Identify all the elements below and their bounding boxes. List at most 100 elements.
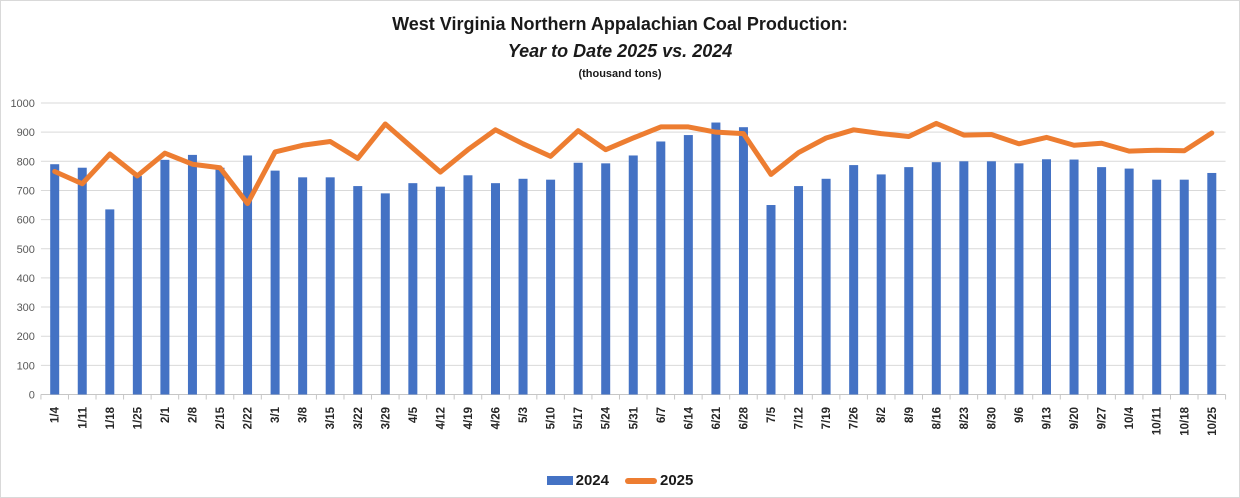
chart-title: West Virginia Northern Appalachian Coal …: [392, 14, 848, 34]
bar-2024-5/31: [628, 155, 638, 395]
x-tick-label: 2/1: [160, 406, 172, 423]
x-tick-label: 8/2: [876, 407, 888, 423]
y-tick-label: 600: [17, 215, 35, 227]
y-tick-label: 400: [17, 273, 35, 285]
x-tick-label: 5/24: [601, 406, 613, 429]
y-tick-label: 200: [17, 331, 35, 343]
bar-2024-8/30: [986, 161, 996, 395]
bar-2024-10/4: [1124, 168, 1134, 395]
x-tick-label: 8/16: [931, 407, 943, 429]
x-tick-label: 3/8: [298, 406, 310, 423]
bar-2024-5/17: [573, 162, 583, 395]
legend-label-2024: 2024: [575, 472, 609, 489]
x-tick-label: 8/9: [904, 407, 916, 423]
bar-2024-10/11: [1152, 179, 1162, 395]
x-tick-label: 5/10: [546, 407, 558, 429]
x-tick-label: 6/14: [683, 406, 695, 429]
x-tick-label: 4/12: [435, 407, 447, 429]
legend-swatch-2024: [546, 476, 573, 485]
chart-legend: 2024 2025: [1, 472, 1239, 489]
bar-2024-7/5: [766, 205, 776, 395]
x-tick-label: 4/26: [491, 407, 503, 429]
bar-2024-3/1: [270, 170, 280, 395]
x-tick-label: 2/22: [243, 407, 255, 429]
bar-2024-2/22: [243, 155, 253, 395]
x-tick-label: 9/20: [1069, 407, 1081, 429]
x-tick-label: 1/11: [77, 406, 89, 428]
y-tick-label: 500: [17, 244, 35, 256]
x-tick-label: 5/31: [628, 406, 640, 429]
bar-2024-4/5: [408, 183, 418, 395]
bar-2024-4/19: [463, 175, 473, 395]
x-tick-label: 4/19: [463, 407, 475, 429]
y-tick-label: 1000: [10, 98, 34, 110]
bar-2024-2/1: [160, 159, 170, 395]
bar-2024-6/7: [656, 141, 666, 395]
x-tick-label: 4/5: [408, 406, 420, 423]
x-tick-label: 7/19: [821, 407, 833, 429]
x-tick-label: 5/3: [518, 407, 530, 423]
chart-subtitle: Year to Date 2025 vs. 2024: [507, 41, 733, 61]
bar-2024-9/20: [1069, 159, 1079, 395]
x-tick-label: 6/7: [656, 407, 668, 423]
x-tick-label: 7/5: [766, 406, 778, 423]
chart-title-block: West Virginia Northern Appalachian Coal …: [1, 11, 1239, 83]
x-tick-label: 10/4: [1124, 406, 1136, 429]
x-tick-label: 10/25: [1207, 406, 1219, 435]
bar-2024-4/26: [491, 183, 500, 395]
bar-2024-5/24: [601, 163, 611, 395]
y-tick-label: 800: [17, 156, 35, 168]
x-tick-label: 2/8: [187, 406, 199, 423]
x-tick-label: 5/17: [573, 407, 585, 429]
legend-label-2025: 2025: [660, 472, 694, 489]
bar-2024-1/4: [50, 164, 60, 395]
x-tick-label: 7/26: [849, 407, 861, 429]
bar-2024-8/23: [959, 161, 969, 395]
bar-2024-1/25: [132, 175, 142, 395]
bar-2024-8/9: [904, 167, 914, 395]
bar-2024-7/12: [794, 186, 804, 395]
x-tick-label: 6/28: [738, 406, 750, 429]
x-tick-label: 10/11: [1152, 406, 1164, 435]
x-tick-label: 3/15: [325, 406, 337, 429]
bar-2024-1/18: [105, 209, 115, 395]
x-tick-label: 1/25: [132, 406, 144, 429]
x-tick-label: 6/21: [711, 406, 723, 429]
bar-2024-3/22: [353, 186, 363, 395]
legend-item-2024: 2024: [546, 472, 609, 489]
x-tick-label: 10/18: [1179, 406, 1191, 435]
bar-2024-2/15: [215, 167, 225, 395]
bar-2024-3/8: [298, 177, 308, 395]
y-tick-label: 700: [17, 185, 35, 197]
bar-2024-7/26: [849, 165, 859, 395]
bar-2024-9/27: [1097, 167, 1107, 395]
x-tick-label: 9/6: [1014, 407, 1026, 423]
y-tick-label: 300: [17, 302, 35, 314]
x-tick-label: 8/30: [986, 407, 998, 429]
line-2025: [52, 120, 1215, 207]
x-tick-label: 9/27: [1097, 407, 1109, 429]
bar-2024-1/11: [77, 167, 87, 395]
y-tick-label: 900: [17, 127, 35, 139]
bar-2024-5/3: [518, 178, 528, 395]
bar-2024-10/18: [1179, 179, 1189, 395]
y-tick-label: 100: [17, 360, 35, 372]
x-tick-label: 3/22: [353, 407, 365, 429]
legend-item-2025: 2025: [625, 472, 693, 489]
x-tick-label: 2/15: [215, 406, 227, 429]
bar-2024-6/14: [683, 135, 693, 395]
x-tick-label: 8/23: [959, 407, 971, 429]
legend-swatch-2025: [625, 477, 657, 484]
bar-2024-5/10: [546, 179, 556, 395]
bar-2024-9/13: [1042, 159, 1051, 395]
chart-units-label: (thousand tons): [578, 68, 662, 80]
x-tick-label: 1/18: [105, 406, 117, 429]
bar-2024-6/28: [738, 127, 748, 395]
x-tick-label: 1/4: [50, 406, 62, 423]
bar-2024-6/21: [711, 122, 721, 395]
bar-2024-7/19: [821, 178, 831, 395]
bar-2024-8/2: [876, 174, 886, 395]
x-tick-label: 3/29: [380, 407, 392, 429]
